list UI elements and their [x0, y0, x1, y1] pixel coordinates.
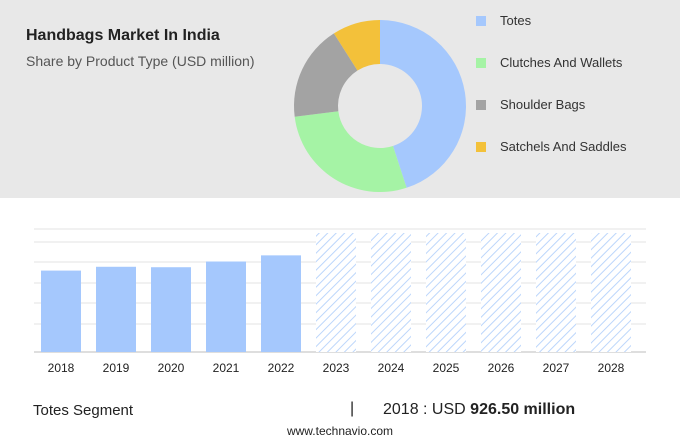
x-tick-label: 2019	[103, 361, 130, 375]
forecast-bar-2023	[316, 233, 356, 352]
legend-label: Shoulder Bags	[500, 97, 586, 112]
legend-label: Clutches And Wallets	[500, 55, 623, 70]
bar-2021	[206, 261, 246, 352]
forecast-bar-2027	[536, 233, 576, 352]
donut-slice-1	[294, 111, 407, 192]
x-tick-label: 2027	[543, 361, 570, 375]
x-tick-label: 2020	[158, 361, 185, 375]
legend-swatch-totes	[476, 16, 486, 26]
source-link[interactable]: www.technavio.com	[286, 424, 394, 438]
forecast-bar-2024	[371, 233, 411, 352]
bar-2018	[41, 270, 81, 352]
chart-subtitle: Share by Product Type (USD million)	[26, 53, 255, 69]
forecast-bar-2025	[426, 233, 466, 352]
x-tick-label: 2024	[378, 361, 405, 375]
donut-slice-0	[380, 20, 467, 188]
bar-2019	[96, 266, 136, 352]
legend-label: Totes	[500, 13, 532, 28]
x-tick-label: 2026	[488, 361, 515, 375]
legend-swatch-satchels	[476, 142, 486, 152]
forecast-bar-2026	[481, 233, 521, 352]
legend-swatch-shoulder	[476, 100, 486, 110]
donut-slice-3	[333, 20, 380, 71]
x-tick-label: 2025	[433, 361, 460, 375]
footer-segment-label: Totes Segment	[33, 402, 134, 419]
legend-swatch-clutches	[476, 58, 486, 68]
chart-title: Handbags Market In India	[26, 27, 220, 44]
forecast-bar-2028	[591, 233, 631, 352]
legend-label: Satchels And Saddles	[500, 139, 627, 154]
footer-separator: |	[350, 400, 355, 417]
footer-year-prefix: 2018 : USD	[383, 401, 466, 418]
bar-2020	[151, 267, 191, 352]
x-tick-label: 2028	[598, 361, 625, 375]
x-tick-label: 2022	[268, 361, 295, 375]
x-tick-label: 2018	[48, 361, 75, 375]
x-tick-label: 2021	[213, 361, 240, 375]
bar-2022	[261, 255, 301, 352]
x-tick-label: 2023	[323, 361, 350, 375]
donut-chart	[294, 20, 467, 192]
footer-value: 2018 : USD 926.50 million	[383, 401, 575, 419]
footer-highlight-value: 926.50 million	[470, 401, 576, 418]
donut-slice-2	[294, 33, 358, 117]
